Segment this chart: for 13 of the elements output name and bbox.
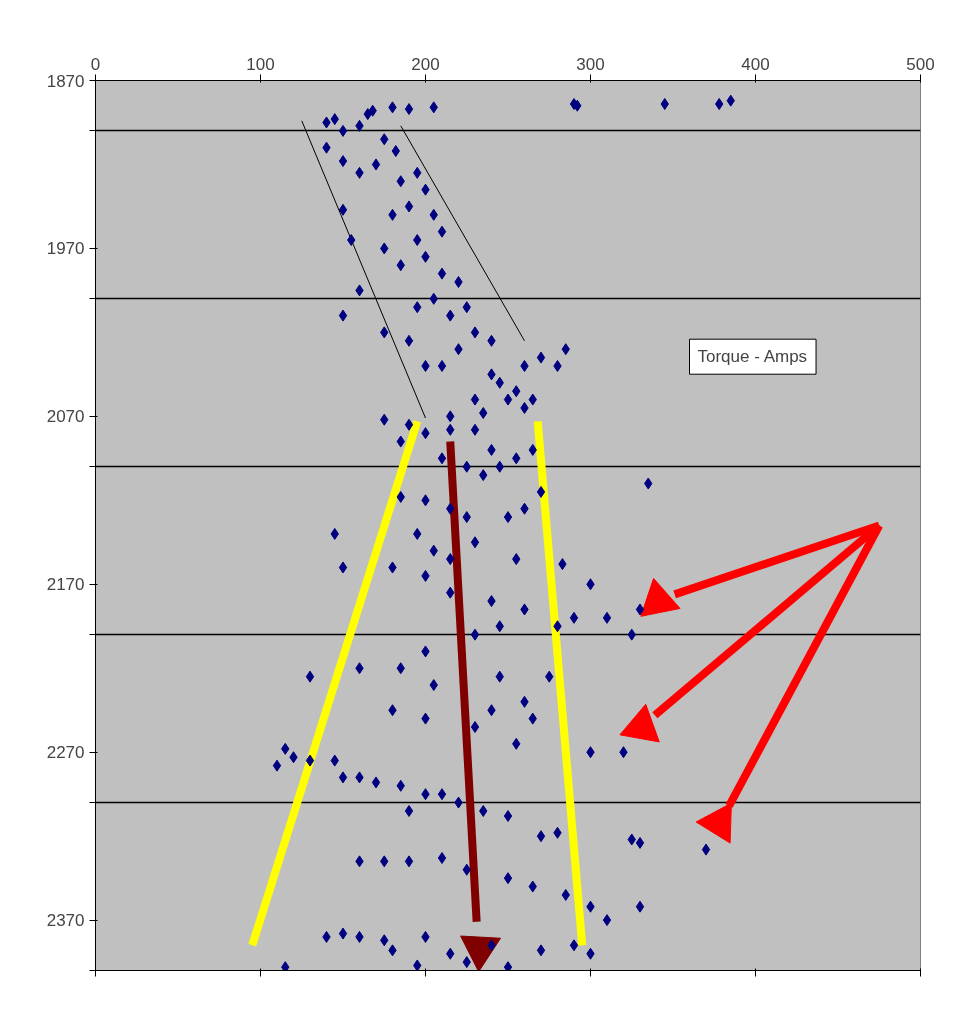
y-tick-label: 2270 — [46, 743, 85, 763]
x-tick-label: 0 — [90, 54, 101, 74]
annotation: Torque - Amps — [697, 347, 808, 367]
y-tick-label: 1970 — [46, 239, 85, 259]
y-tick-label: 2370 — [46, 911, 85, 931]
y-tick-label: 1870 — [46, 71, 85, 91]
x-tick-label: 300 — [576, 54, 605, 74]
y-tick-label: 2170 — [46, 575, 85, 595]
x-tick-label: 200 — [411, 54, 440, 74]
x-tick-label: 100 — [246, 54, 275, 74]
x-tick-label: 500 — [906, 54, 935, 74]
x-tick-label: 400 — [741, 54, 770, 74]
y-tick-label: 2070 — [46, 407, 85, 427]
